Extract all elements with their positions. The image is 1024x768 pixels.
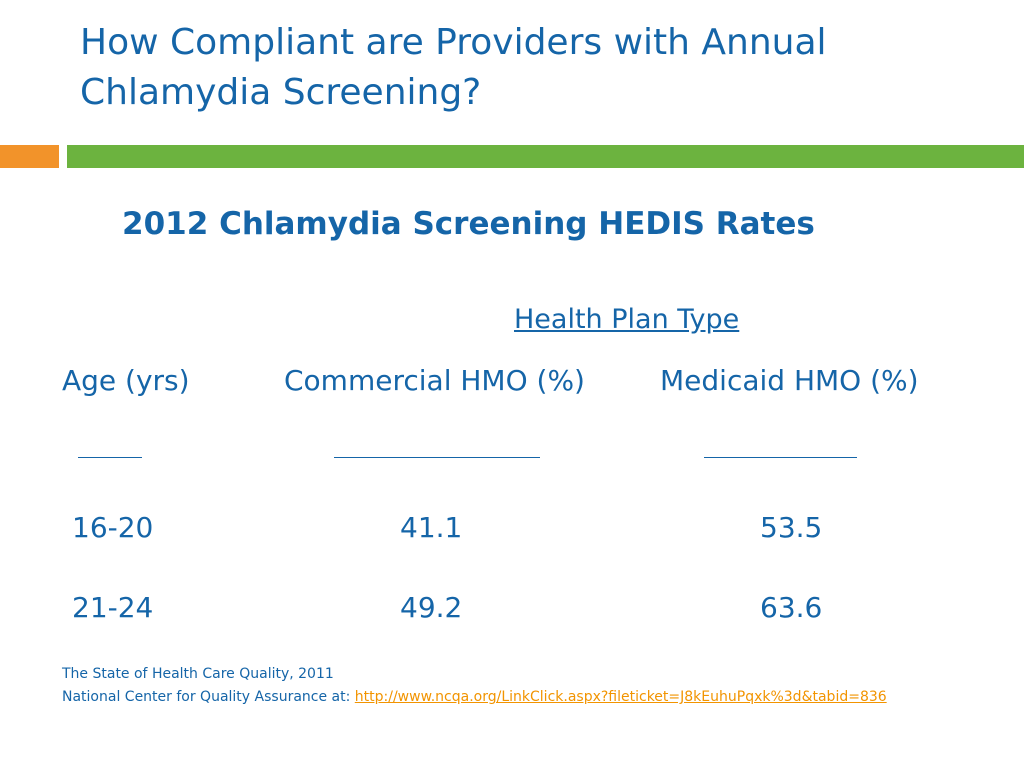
table-cell-age: 16-20 <box>72 511 154 544</box>
slide-title: How Compliant are Providers with Annual … <box>80 22 827 113</box>
header-rule-medicaid <box>704 457 857 458</box>
source-link[interactable]: http://www.ncqa.org/LinkClick.aspx?filet… <box>354 689 887 705</box>
table-title: 2012 Chlamydia Screening HEDIS Rates <box>122 206 815 242</box>
table-cell-age: 21-24 <box>72 591 154 624</box>
table-cell-medicaid: 53.5 <box>760 511 823 544</box>
source-prefix: National Center for Quality Assurance at… <box>62 689 355 705</box>
column-header-commercial: Commercial HMO (%) <box>284 364 585 397</box>
table-cell-medicaid: 63.6 <box>760 591 823 624</box>
accent-bar-orange <box>0 145 59 168</box>
column-header-age: Age (yrs) <box>62 364 190 397</box>
source-attribution: National Center for Quality Assurance at… <box>62 689 887 705</box>
column-header-medicaid: Medicaid HMO (%) <box>660 364 919 397</box>
column-group-header: Health Plan Type <box>514 304 740 335</box>
source-citation: The State of Health Care Quality, 2011 <box>62 666 334 682</box>
header-rule-age <box>78 457 142 458</box>
accent-bar-green <box>67 145 1024 168</box>
header-rule-commercial <box>334 457 540 458</box>
table-cell-commercial: 41.1 <box>400 511 463 544</box>
table-cell-commercial: 49.2 <box>400 591 463 624</box>
